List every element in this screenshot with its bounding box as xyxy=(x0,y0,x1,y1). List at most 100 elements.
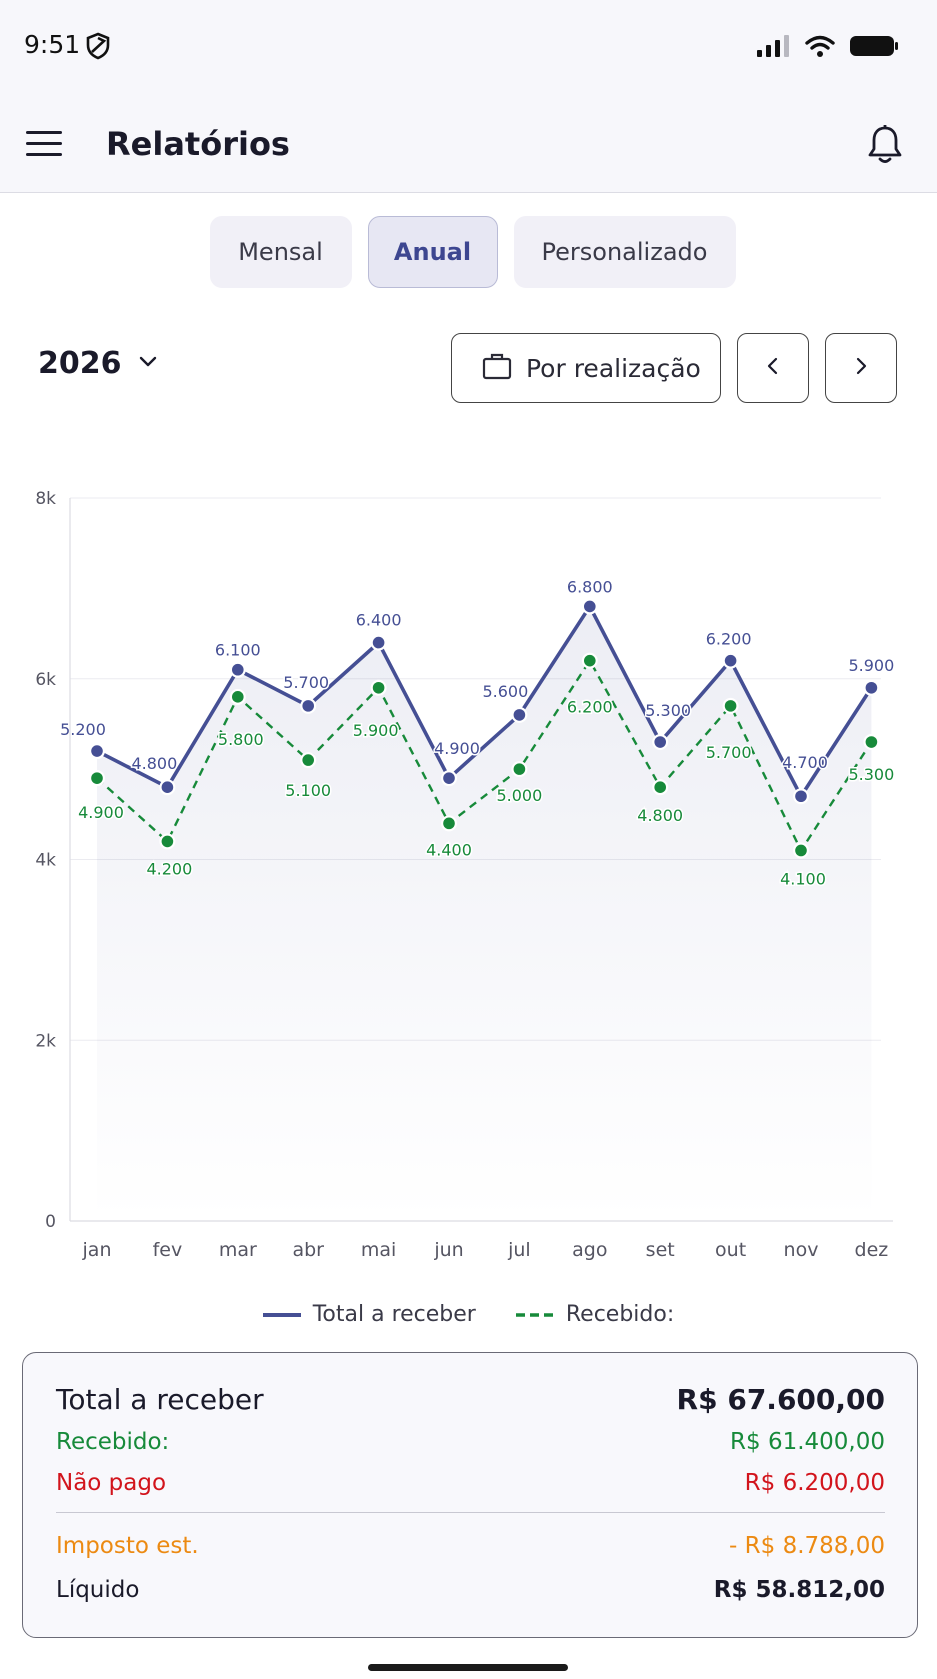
shield-icon xyxy=(86,32,110,64)
data-label: 5.300 xyxy=(645,701,691,720)
summary-net-value: R$ 58.812,00 xyxy=(713,1576,885,1603)
data-point xyxy=(443,817,455,830)
data-label: 6.200 xyxy=(706,630,752,649)
chevron-left-icon xyxy=(766,356,780,380)
legend-label-received: Recebido: xyxy=(565,1302,675,1327)
tab-mensal[interactable]: Mensal xyxy=(209,216,352,288)
data-point xyxy=(584,600,596,613)
data-label: 5.900 xyxy=(353,721,399,740)
summary-unpaid-row: Não pago R$ 6.200,00 xyxy=(56,1462,885,1503)
legend-label-total: Total a receber xyxy=(312,1302,476,1327)
data-point xyxy=(724,654,737,667)
data-label: 6.100 xyxy=(215,641,261,660)
data-point xyxy=(302,754,315,766)
data-label: 5.300 xyxy=(848,765,894,784)
series-line-total xyxy=(96,604,873,799)
summary-tax-row: Imposto est. - R$ 8.788,00 xyxy=(56,1525,885,1566)
x-tick-label: mai xyxy=(361,1239,396,1261)
data-label: 5.600 xyxy=(482,682,528,701)
data-point xyxy=(795,844,807,857)
data-label: 4.800 xyxy=(637,806,683,825)
data-point xyxy=(654,781,666,793)
notification-bell-icon[interactable] xyxy=(867,125,903,169)
data-point xyxy=(91,772,103,784)
status-indicators xyxy=(757,34,899,62)
data-point xyxy=(795,790,807,803)
summary-received-label: Recebido: xyxy=(56,1428,170,1455)
summary-tax-value: - R$ 8.788,00 xyxy=(729,1532,885,1559)
data-point xyxy=(232,691,244,703)
data-point xyxy=(372,636,385,649)
x-tick-label: ago xyxy=(572,1239,607,1261)
status-bar: 9:51 xyxy=(0,0,937,95)
chevron-down-icon xyxy=(138,354,158,373)
previous-year-button[interactable] xyxy=(737,333,809,403)
data-point xyxy=(443,772,455,784)
summary-received-value: R$ 61.400,00 xyxy=(730,1428,885,1455)
y-tick-label: 2k xyxy=(35,1031,56,1051)
x-tick-label: out xyxy=(715,1239,746,1261)
x-tick-label: nov xyxy=(784,1239,819,1261)
data-point xyxy=(865,736,878,748)
data-label: 6.400 xyxy=(356,611,402,630)
data-label: 5.000 xyxy=(496,786,542,805)
home-indicator xyxy=(368,1664,568,1671)
data-label: 4.800 xyxy=(131,754,177,773)
data-point xyxy=(161,835,174,848)
data-point xyxy=(232,663,244,676)
x-tick-label: jul xyxy=(507,1239,531,1261)
briefcase-icon xyxy=(482,352,512,384)
data-label: 5.100 xyxy=(285,781,331,800)
data-label: 5.800 xyxy=(218,730,264,749)
app-header: Relatórios xyxy=(0,95,937,193)
summary-unpaid-value: R$ 6.200,00 xyxy=(744,1469,885,1496)
series-area-total xyxy=(97,606,872,1221)
data-label: 4.900 xyxy=(434,739,480,758)
filter-label: Por realização xyxy=(526,353,701,383)
chart-svg: 5.200 4.800 6.100 5.700 6.400 4.900 5.600 6.800… xyxy=(35,489,895,1261)
data-label: 4.400 xyxy=(426,840,472,859)
y-tick-label: 8k xyxy=(35,489,56,509)
legend-swatch-dashed xyxy=(515,1312,554,1317)
summary-net-label: Líquido xyxy=(56,1576,140,1603)
data-point xyxy=(372,681,385,694)
legend-item-total: Total a receber xyxy=(262,1302,476,1327)
wifi-icon xyxy=(805,35,835,61)
y-tick-label: 6k xyxy=(35,670,56,690)
data-point xyxy=(724,700,737,712)
x-tick-label: mar xyxy=(219,1239,257,1261)
year-selector[interactable]: 2026 xyxy=(38,346,158,381)
summary-received-row: Recebido: R$ 61.400,00 xyxy=(56,1421,885,1462)
x-tick-label: jan xyxy=(82,1239,112,1261)
signal-icon xyxy=(757,35,791,61)
filter-por-realizacao-button[interactable]: Por realização xyxy=(451,333,721,403)
battery-icon xyxy=(849,34,899,62)
summary-net-row: Líquido R$ 58.812,00 xyxy=(56,1569,885,1610)
summary-total-label: Total a receber xyxy=(56,1382,264,1416)
tab-anual[interactable]: Anual xyxy=(367,216,498,288)
status-time: 9:51 xyxy=(24,30,81,59)
data-point xyxy=(865,681,878,694)
data-point xyxy=(584,654,596,667)
data-label: 4.700 xyxy=(782,753,828,772)
summary-card: Total a receber R$ 67.600,00 Recebido: R… xyxy=(22,1352,918,1638)
x-tick-label: abr xyxy=(292,1239,324,1261)
x-tick-label: jun xyxy=(433,1239,463,1261)
summary-total-row: Total a receber R$ 67.600,00 xyxy=(56,1377,885,1421)
data-label: 5.900 xyxy=(848,656,894,675)
tab-personalizado[interactable]: Personalizado xyxy=(513,216,736,288)
data-label: 5.700 xyxy=(706,743,752,762)
summary-total-value: R$ 67.600,00 xyxy=(676,1382,885,1416)
year-value: 2026 xyxy=(38,346,122,381)
data-label: 4.900 xyxy=(78,803,124,822)
data-label: 6.800 xyxy=(567,577,613,596)
data-label: 4.100 xyxy=(780,869,826,888)
hamburger-menu-icon[interactable] xyxy=(26,131,62,157)
legend-item-received: Recebido: xyxy=(515,1302,675,1327)
x-tick-label: set xyxy=(646,1239,675,1261)
annual-line-chart: 5.200 4.800 6.100 5.700 6.400 4.900 5.600 6.800… xyxy=(0,470,937,1270)
summary-tax-label: Imposto est. xyxy=(56,1532,199,1559)
next-year-button[interactable] xyxy=(825,333,897,403)
data-label: 4.200 xyxy=(146,859,192,878)
chart-legend: Total a receber Recebido: xyxy=(0,1302,937,1327)
